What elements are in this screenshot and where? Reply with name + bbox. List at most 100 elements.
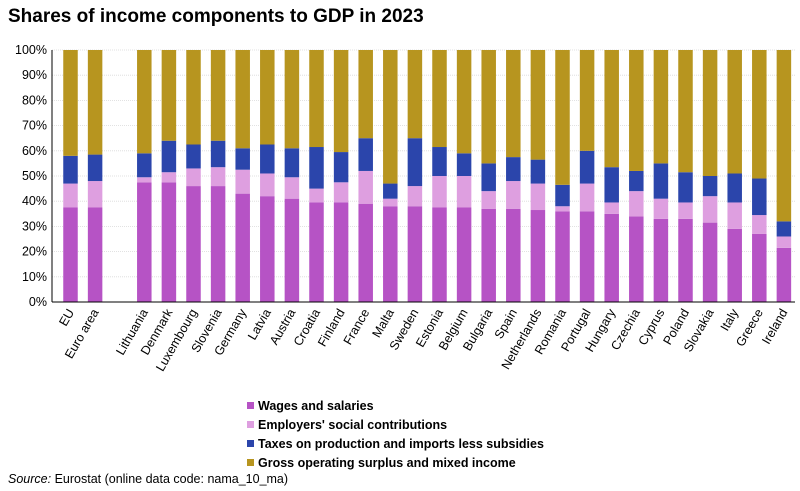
bar-stack-denmark — [161, 50, 177, 302]
bar-segment-2 — [702, 196, 718, 223]
bar-segment-1 — [383, 206, 398, 302]
bar-segment-1 — [333, 202, 349, 302]
bar-segment-1 — [727, 228, 742, 302]
bar-segment-1 — [87, 207, 103, 302]
bar-segment-3 — [210, 140, 226, 168]
bar-segment-2 — [260, 173, 275, 197]
bar-segment-1 — [407, 206, 423, 302]
bar-segment-3 — [678, 172, 693, 203]
legend-label: Wages and salaries — [258, 398, 374, 413]
legend-swatch — [247, 421, 254, 428]
legend: Wages and salaries Employers' social con… — [247, 396, 544, 472]
bar-segment-2 — [555, 206, 570, 212]
legend-swatch — [247, 402, 254, 409]
bar-stack-estonia — [432, 50, 447, 302]
bar-stack-latvia — [260, 50, 275, 302]
bar-segment-2 — [727, 202, 742, 229]
axes — [51, 50, 795, 303]
bar-stack-eu — [63, 50, 78, 302]
bar-segment-4 — [63, 50, 78, 156]
bar-segment-1 — [604, 213, 619, 302]
bar-segment-3 — [383, 183, 398, 199]
bar-segment-1 — [776, 247, 792, 302]
bar-segment-2 — [604, 202, 619, 214]
bar-segment-2 — [629, 191, 644, 217]
bar-segment-4 — [87, 50, 103, 155]
bar-segment-2 — [579, 183, 595, 212]
legend-item-social-contributions: Employers' social contributions — [247, 415, 544, 434]
bar-segment-1 — [161, 182, 177, 302]
bar-segment-4 — [186, 50, 201, 145]
y-tick-label: 0% — [29, 295, 47, 309]
bar-stack-austria — [284, 50, 300, 302]
bar-segment-3 — [137, 153, 152, 178]
bar-segment-1 — [432, 207, 447, 302]
bar-segment-3 — [333, 152, 349, 183]
bar-segment-3 — [629, 170, 644, 192]
bar-segment-2 — [752, 215, 767, 234]
bar-stack-belgium — [456, 50, 472, 302]
bar-stack-portugal — [579, 50, 595, 302]
legend-item-wages: Wages and salaries — [247, 396, 544, 415]
bar-segment-3 — [579, 150, 595, 184]
bar-segment-2 — [235, 169, 250, 194]
stacked-bar-chart: 0% 10% 20% 30% 40% 50% 60% 70% 80% 90% 100% EUEuro… — [15, 43, 795, 374]
bar-stack-hungary — [604, 50, 619, 302]
legend-label: Taxes on production and imports less sub… — [258, 436, 544, 451]
legend-swatch — [247, 459, 254, 466]
bar-segment-2 — [284, 177, 300, 199]
bar-segment-3 — [481, 163, 496, 192]
x-tick-label: EU — [56, 307, 77, 329]
bar-segment-2 — [137, 177, 152, 183]
bar-stack-croatia — [309, 50, 324, 302]
bar-segment-3 — [776, 221, 792, 237]
bar-segment-2 — [210, 167, 226, 187]
x-tick-label: Italy — [718, 306, 742, 334]
bar-segment-1 — [506, 208, 521, 302]
bar-segment-4 — [235, 50, 250, 149]
bar-segment-3 — [407, 138, 423, 187]
bar-segment-3 — [63, 155, 78, 184]
bar-segment-3 — [506, 157, 521, 182]
bar-segment-4 — [579, 50, 595, 151]
bar-segment-1 — [702, 222, 718, 302]
bar-stack-finland — [333, 50, 349, 302]
bar-segment-4 — [629, 50, 644, 171]
bar-stack-france — [358, 50, 373, 302]
bar-segment-4 — [358, 50, 373, 139]
bar-segment-4 — [333, 50, 349, 153]
bar-stack-sweden — [407, 50, 423, 302]
bar-stack-poland — [678, 50, 693, 302]
bar-segment-4 — [604, 50, 619, 168]
bar-segment-4 — [260, 50, 275, 145]
bar-segment-1 — [555, 211, 570, 302]
bar-segment-2 — [456, 176, 472, 208]
bar-segment-2 — [161, 172, 177, 183]
bar-stack-euro-area — [87, 50, 103, 302]
bar-segment-3 — [752, 178, 767, 216]
bar-segment-3 — [702, 176, 718, 197]
y-tick-label: 20% — [22, 245, 47, 259]
bar-segment-1 — [653, 218, 669, 302]
bar-segment-3 — [604, 167, 619, 203]
bar-segment-4 — [678, 50, 693, 173]
chart-title: Shares of income components to GDP in 20… — [8, 6, 424, 27]
source-label: Source: — [8, 472, 52, 486]
bar-stack-ireland — [776, 50, 792, 302]
bar-segment-4 — [284, 50, 300, 149]
y-tick-label: 10% — [22, 270, 47, 284]
bar-stack-malta — [383, 50, 398, 302]
bar-segment-3 — [284, 148, 300, 178]
bar-segment-1 — [210, 186, 226, 302]
bar-segment-4 — [456, 50, 472, 154]
y-tick-label: 90% — [22, 68, 47, 82]
bar-segment-3 — [653, 163, 669, 199]
bar-segment-4 — [752, 50, 767, 179]
legend-item-taxes: Taxes on production and imports less sub… — [247, 434, 544, 453]
bar-segment-3 — [530, 159, 546, 184]
bar-segment-2 — [186, 168, 201, 187]
bar-segment-1 — [678, 218, 693, 302]
source-note: Source: Eurostat (online data code: nama… — [8, 472, 288, 486]
bar-segment-3 — [87, 154, 103, 182]
y-tick-label: 80% — [22, 93, 47, 107]
